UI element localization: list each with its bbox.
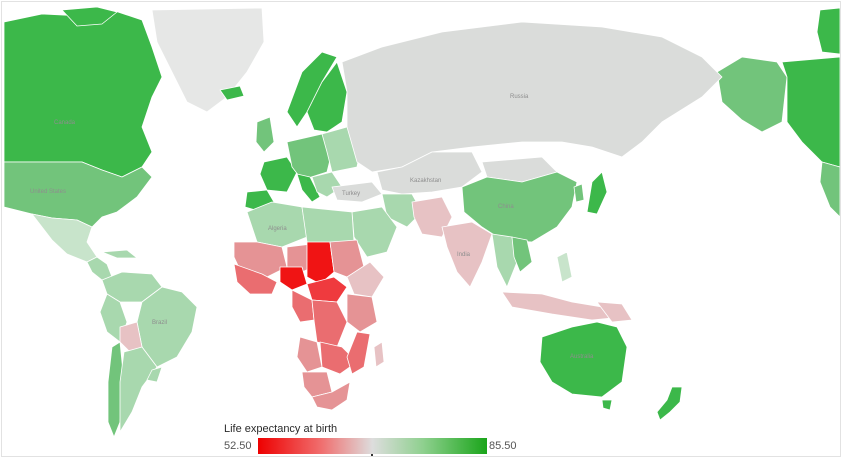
country-west-africa[interactable] xyxy=(233,263,278,295)
country-mozambique[interactable] xyxy=(346,331,371,375)
legend-midpoint-tick xyxy=(371,454,373,456)
country-canada-islands[interactable] xyxy=(61,6,118,27)
country-australia[interactable] xyxy=(539,321,628,398)
country-iceland[interactable] xyxy=(219,85,245,101)
country-russia[interactable] xyxy=(341,21,723,173)
country-south-africa[interactable] xyxy=(311,381,351,411)
country-kazakhstan[interactable] xyxy=(376,151,483,195)
country-sweden-finland[interactable] xyxy=(306,61,348,133)
country-car[interactable] xyxy=(306,276,348,303)
country-east-africa[interactable] xyxy=(346,293,378,333)
country-myanmar-thailand[interactable] xyxy=(491,233,518,288)
color-legend: Life expectancy at birth 52.50 85.50 xyxy=(221,421,521,456)
legend-gradient-bar[interactable] xyxy=(258,438,487,454)
country-argentina[interactable] xyxy=(119,346,158,433)
country-greenland-east[interactable] xyxy=(816,7,840,55)
country-greenland[interactable] xyxy=(151,7,265,113)
country-canada[interactable] xyxy=(3,9,163,178)
country-central-america[interactable] xyxy=(86,256,113,281)
country-usa-east[interactable] xyxy=(819,161,840,218)
country-norway[interactable] xyxy=(286,51,338,128)
country-cuba[interactable] xyxy=(101,249,138,259)
country-morocco-algeria[interactable] xyxy=(246,201,308,248)
country-france[interactable] xyxy=(259,156,298,193)
country-chad[interactable] xyxy=(306,241,335,285)
country-vietnam-laos[interactable] xyxy=(511,236,533,273)
country-italy[interactable] xyxy=(296,173,321,203)
country-mexico[interactable] xyxy=(31,213,98,263)
country-canada-east[interactable] xyxy=(781,56,840,168)
country-philippines[interactable] xyxy=(556,251,573,283)
country-uruguay[interactable] xyxy=(146,366,163,383)
country-ethiopia[interactable] xyxy=(346,261,385,298)
country-alaska[interactable] xyxy=(716,56,788,133)
country-papua-new-guinea[interactable] xyxy=(596,301,633,323)
country-cameroon-gabon[interactable] xyxy=(291,289,315,323)
country-madagascar[interactable] xyxy=(373,341,385,368)
country-japan[interactable] xyxy=(586,171,608,215)
country-uk[interactable] xyxy=(255,116,275,153)
country-nigeria[interactable] xyxy=(279,266,308,291)
country-new-zealand[interactable] xyxy=(656,386,683,421)
country-turkey[interactable] xyxy=(331,181,383,203)
country-drc[interactable] xyxy=(311,299,348,348)
country-india[interactable] xyxy=(441,221,493,288)
country-zambia-zimbabwe[interactable] xyxy=(319,341,358,375)
country-china[interactable] xyxy=(461,171,578,243)
legend-title: Life expectancy at birth xyxy=(224,423,338,435)
country-korea[interactable] xyxy=(573,183,585,203)
country-tasmania[interactable] xyxy=(601,399,613,411)
legend-max-value: 85.50 xyxy=(489,440,517,452)
country-angola[interactable] xyxy=(296,336,323,373)
country-mauritania-mali[interactable] xyxy=(233,241,288,278)
legend-min-value: 52.50 xyxy=(224,440,252,452)
